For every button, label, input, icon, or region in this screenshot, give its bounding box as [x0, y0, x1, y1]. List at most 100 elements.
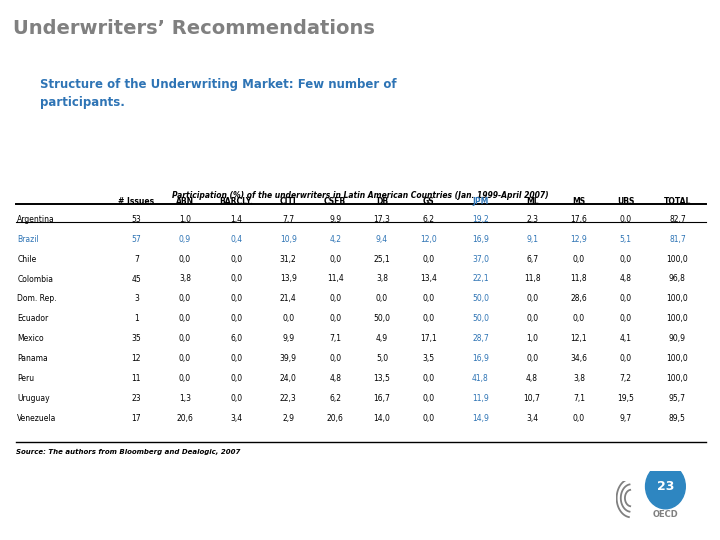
Text: 89,5: 89,5 [669, 414, 686, 423]
Text: ML: ML [526, 197, 539, 206]
Text: 17: 17 [132, 414, 141, 423]
Text: 10,7: 10,7 [523, 394, 541, 403]
Text: 2,3: 2,3 [526, 214, 538, 224]
Text: 11,4: 11,4 [327, 274, 343, 284]
Text: Source: The authors from Bloomberg and Dealogic, 2007: Source: The authors from Bloomberg and D… [16, 449, 240, 455]
Text: 0,0: 0,0 [230, 254, 243, 264]
Text: JPM: JPM [472, 197, 489, 206]
Text: 1,3: 1,3 [179, 394, 191, 403]
Text: BARCLY.: BARCLY. [220, 197, 253, 206]
Text: 0,0: 0,0 [423, 414, 435, 423]
Text: 11: 11 [132, 374, 141, 383]
Text: 7,2: 7,2 [620, 374, 631, 383]
Text: 11,8: 11,8 [523, 274, 541, 284]
Text: 22,3: 22,3 [280, 394, 297, 403]
Text: 0,0: 0,0 [573, 414, 585, 423]
Text: Structure of the Underwriting Market: Few number of
participants.: Structure of the Underwriting Market: Fe… [40, 78, 396, 109]
Text: 0,0: 0,0 [620, 214, 632, 224]
Text: 2,9: 2,9 [282, 414, 294, 423]
Text: 0,0: 0,0 [179, 254, 191, 264]
Text: Uruguay: Uruguay [17, 394, 50, 403]
Text: Venezuela: Venezuela [17, 414, 57, 423]
Text: 7,1: 7,1 [329, 334, 341, 343]
Text: 20,6: 20,6 [327, 414, 343, 423]
Text: Panama: Panama [17, 354, 48, 363]
Text: 9,7: 9,7 [620, 414, 632, 423]
Text: 0,0: 0,0 [179, 314, 191, 323]
Text: 1,0: 1,0 [526, 334, 538, 343]
Text: 0,4: 0,4 [230, 234, 243, 244]
Text: 0,0: 0,0 [230, 354, 243, 363]
Text: 96,8: 96,8 [669, 274, 686, 284]
Text: 50,0: 50,0 [374, 314, 390, 323]
Text: 14,0: 14,0 [374, 414, 390, 423]
Text: 41,8: 41,8 [472, 374, 489, 383]
Text: 3: 3 [134, 294, 139, 303]
Text: 0,9: 0,9 [179, 234, 191, 244]
Text: 81,7: 81,7 [669, 234, 685, 244]
Text: 17,1: 17,1 [420, 334, 437, 343]
Text: 3,8: 3,8 [179, 274, 191, 284]
Text: 90,9: 90,9 [669, 334, 686, 343]
Text: 50,0: 50,0 [472, 314, 489, 323]
Text: 0,0: 0,0 [423, 394, 435, 403]
Text: 16,9: 16,9 [472, 234, 489, 244]
Text: 6,2: 6,2 [423, 214, 435, 224]
Text: 10,9: 10,9 [280, 234, 297, 244]
Text: 0,0: 0,0 [423, 374, 435, 383]
Text: 53: 53 [132, 214, 141, 224]
Text: 0,0: 0,0 [230, 374, 243, 383]
Text: 3,5: 3,5 [423, 354, 435, 363]
Text: 12,0: 12,0 [420, 234, 437, 244]
Text: 9,4: 9,4 [376, 234, 388, 244]
Text: 12,1: 12,1 [571, 334, 588, 343]
Text: 34,6: 34,6 [570, 354, 588, 363]
Text: 14,9: 14,9 [472, 414, 489, 423]
Text: 3,4: 3,4 [526, 414, 538, 423]
Text: 37,0: 37,0 [472, 254, 489, 264]
Text: 4,8: 4,8 [620, 274, 631, 284]
Text: 9,9: 9,9 [329, 214, 341, 224]
Text: GS: GS [423, 197, 435, 206]
Text: 16,7: 16,7 [374, 394, 390, 403]
Circle shape [646, 464, 685, 509]
Text: 12,9: 12,9 [570, 234, 588, 244]
Text: 0,0: 0,0 [179, 374, 191, 383]
Text: 0,0: 0,0 [573, 254, 585, 264]
Text: 1,0: 1,0 [179, 214, 191, 224]
Text: Colombia: Colombia [17, 274, 53, 284]
Text: 4,9: 4,9 [376, 334, 388, 343]
Text: 0,0: 0,0 [573, 314, 585, 323]
Text: 13,5: 13,5 [374, 374, 390, 383]
Text: 100,0: 100,0 [667, 254, 688, 264]
Text: 23: 23 [132, 394, 141, 403]
Text: Dom. Rep.: Dom. Rep. [17, 294, 57, 303]
Text: 12: 12 [132, 354, 141, 363]
Text: 0,0: 0,0 [376, 294, 388, 303]
Text: 3,4: 3,4 [230, 414, 243, 423]
Text: 23: 23 [657, 480, 674, 493]
Text: 95,7: 95,7 [669, 394, 686, 403]
Text: 0,0: 0,0 [230, 294, 243, 303]
Text: 0,0: 0,0 [620, 254, 632, 264]
Text: Chile: Chile [17, 254, 37, 264]
Text: 0,0: 0,0 [526, 354, 538, 363]
Text: MS: MS [572, 197, 585, 206]
Text: DB: DB [376, 197, 388, 206]
Text: 57: 57 [132, 234, 141, 244]
Text: 3,8: 3,8 [376, 274, 388, 284]
Text: 9,1: 9,1 [526, 234, 538, 244]
Text: 0,0: 0,0 [423, 294, 435, 303]
Text: 0,0: 0,0 [423, 314, 435, 323]
Text: CSFB: CSFB [324, 197, 346, 206]
Text: 28,7: 28,7 [472, 334, 489, 343]
Text: 45: 45 [132, 274, 141, 284]
Text: Argentina: Argentina [17, 214, 55, 224]
Text: 6,0: 6,0 [230, 334, 243, 343]
Text: 100,0: 100,0 [667, 314, 688, 323]
Text: 0,0: 0,0 [329, 294, 341, 303]
Text: 50,0: 50,0 [472, 294, 489, 303]
Text: 7,7: 7,7 [282, 214, 294, 224]
Text: 21,4: 21,4 [280, 294, 297, 303]
Text: 13,4: 13,4 [420, 274, 437, 284]
